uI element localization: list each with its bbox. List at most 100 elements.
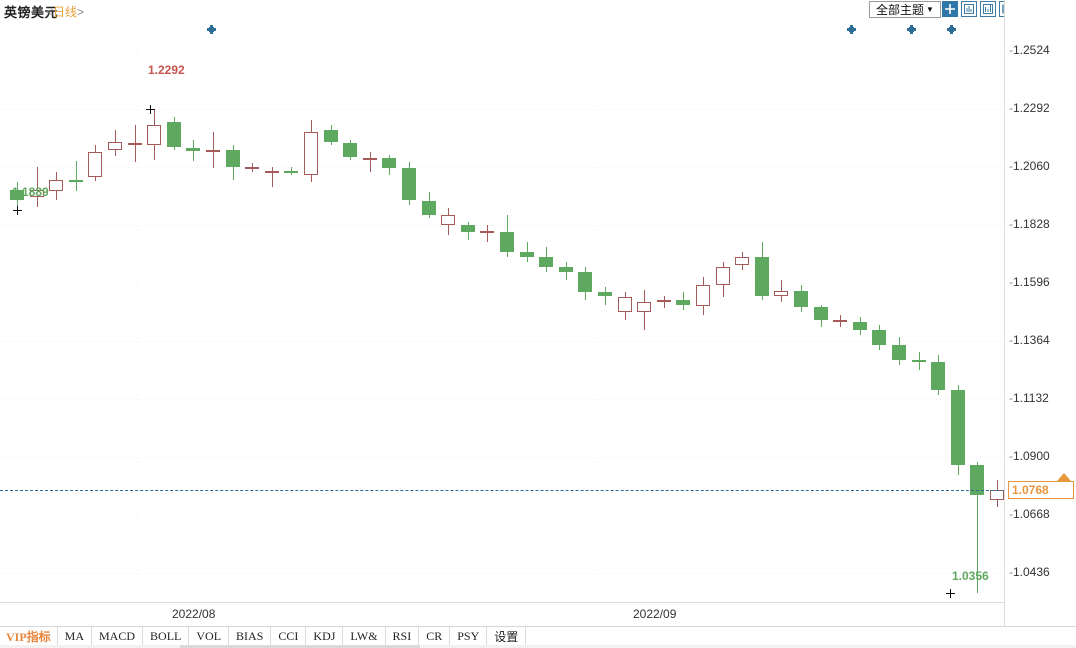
candle-wick — [37, 167, 38, 207]
candle-body[interactable] — [676, 299, 690, 305]
candle-body[interactable] — [833, 319, 847, 322]
candle-body[interactable] — [265, 170, 279, 173]
indicator-button-cr[interactable]: CR — [419, 627, 451, 646]
candle-body[interactable] — [794, 290, 808, 307]
candle-body[interactable] — [10, 190, 24, 200]
candle-body[interactable] — [598, 292, 612, 296]
candle-body[interactable] — [951, 389, 965, 465]
candle-body[interactable] — [284, 170, 298, 173]
indicator-button-[interactable]: 设置 — [487, 627, 527, 646]
period-value: 日线 — [53, 5, 78, 19]
gridline-horizontal — [0, 51, 1004, 52]
candle-body[interactable] — [186, 148, 200, 151]
candle-body[interactable] — [441, 214, 455, 225]
extreme-price-label: 1.0356 — [952, 569, 989, 583]
horizontal-scrollbar-thumb[interactable] — [180, 645, 420, 648]
candle-body[interactable] — [696, 284, 710, 306]
indicator-button-ma[interactable]: MA — [58, 627, 93, 646]
candle-wick — [487, 224, 488, 242]
candle-body[interactable] — [990, 490, 1004, 500]
candle-body[interactable] — [520, 252, 534, 257]
crosshair-icon[interactable] — [942, 1, 958, 17]
candle-body[interactable] — [324, 129, 338, 142]
candle-body[interactable] — [618, 297, 632, 312]
candle-body[interactable] — [206, 149, 220, 152]
theme-selector[interactable]: 全部主题 ▼ — [869, 1, 941, 18]
candle-body[interactable] — [559, 267, 573, 272]
indicator-button-cci[interactable]: CCI — [271, 627, 307, 646]
candle-body[interactable] — [226, 149, 240, 167]
indicator-button-bias[interactable]: BIAS — [229, 627, 272, 646]
event-marker-icon[interactable] — [907, 25, 916, 34]
candle-body[interactable] — [128, 143, 142, 146]
candle-body[interactable] — [422, 200, 436, 215]
candle-body[interactable] — [814, 307, 828, 320]
indicator-button-lw[interactable]: LW& — [343, 627, 386, 646]
align-chart-icon[interactable] — [980, 1, 996, 17]
candle-body[interactable] — [578, 272, 592, 292]
indicator-button-kdj[interactable]: KDJ — [306, 627, 344, 646]
gridline-horizontal — [0, 515, 1004, 516]
price-axis-tick: -1.1364 — [1009, 333, 1050, 347]
candle-body[interactable] — [69, 179, 83, 182]
indicator-button-vip[interactable]: VIP指标 — [0, 627, 58, 646]
candle-wick — [605, 287, 606, 305]
candle-body[interactable] — [245, 167, 259, 169]
candle-body[interactable] — [716, 267, 730, 285]
gridline-horizontal — [0, 283, 1004, 284]
candle-body[interactable] — [363, 158, 377, 161]
indicator-button-vol[interactable]: VOL — [189, 627, 230, 646]
candle-body[interactable] — [912, 359, 926, 362]
price-axis-tick: -1.0668 — [1009, 507, 1050, 521]
event-marker-icon[interactable] — [207, 25, 216, 34]
candle-body[interactable] — [637, 302, 651, 312]
candle-wick — [272, 167, 273, 187]
candle-body[interactable] — [892, 344, 906, 360]
candle-body[interactable] — [480, 230, 494, 233]
candle-body[interactable] — [931, 362, 945, 390]
price-axis-tick: -1.0900 — [1009, 449, 1050, 463]
candle-wick — [664, 295, 665, 309]
candle-body[interactable] — [30, 189, 44, 197]
candle-body[interactable] — [970, 464, 984, 495]
candle-body[interactable] — [853, 322, 867, 330]
price-axis[interactable]: -1.2524 -1.2292 -1.2060 -1.1828 -1.1596 -1.13… — [1004, 0, 1076, 648]
candle-body[interactable] — [382, 158, 396, 169]
candle-body[interactable] — [304, 132, 318, 175]
candle-body[interactable] — [167, 122, 181, 147]
indicator-button-psy[interactable]: PSY — [450, 627, 488, 646]
current-price-badge[interactable]: 1.0768 — [1008, 481, 1074, 499]
candle-body[interactable] — [461, 224, 475, 232]
candle-body[interactable] — [774, 290, 788, 296]
candle-body[interactable] — [657, 299, 671, 302]
candle-body[interactable] — [755, 257, 769, 296]
candle-body[interactable] — [108, 142, 122, 150]
indicator-button-rsi[interactable]: RSI — [386, 627, 420, 646]
indicator-button-boll[interactable]: BOLL — [143, 627, 190, 646]
toolbar-filler — [526, 627, 1076, 646]
gridline-horizontal — [0, 225, 1004, 226]
candle-body[interactable] — [88, 152, 102, 177]
candle-body[interactable] — [872, 329, 886, 345]
candle-body[interactable] — [500, 232, 514, 252]
candle-body[interactable] — [402, 168, 416, 200]
event-marker-icon[interactable] — [947, 25, 956, 34]
gridline-horizontal — [0, 573, 1004, 574]
horizontal-scrollbar-track[interactable] — [0, 645, 1076, 648]
chevron-down-icon: ▼ — [926, 4, 934, 14]
event-marker-icon[interactable] — [847, 25, 856, 34]
price-axis-tick: -1.2060 — [1009, 159, 1050, 173]
fit-chart-icon[interactable] — [961, 1, 977, 17]
candle-body[interactable] — [539, 257, 553, 267]
candle-body[interactable] — [735, 257, 749, 265]
extreme-marker-icon — [13, 205, 22, 215]
price-chart-plot[interactable]: 1.1889 1.2292 1.0356 — [0, 22, 1004, 602]
indicator-button-macd[interactable]: MACD — [92, 627, 144, 646]
candle-body[interactable] — [49, 179, 63, 191]
period-label: <日线> — [46, 3, 84, 20]
candle-body[interactable] — [343, 143, 357, 157]
gridline-horizontal — [0, 167, 1004, 168]
price-axis-tick: -1.1596 — [1009, 275, 1050, 289]
extreme-marker-icon — [946, 589, 955, 598]
candle-body[interactable] — [147, 124, 161, 145]
